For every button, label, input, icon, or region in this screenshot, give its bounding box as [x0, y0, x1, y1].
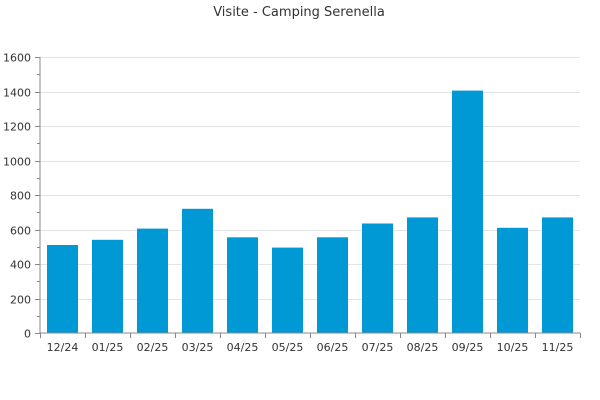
y-tick-label: 1600: [3, 52, 31, 65]
x-tick-label: 11/25: [542, 341, 574, 354]
y-tick-label: 800: [10, 190, 31, 203]
bar-04-25: [227, 237, 258, 333]
y-tick-label: 1200: [3, 121, 31, 134]
x-tick-label: 12/24: [47, 341, 79, 354]
bar-01-25: [92, 239, 123, 333]
x-tick-label: 07/25: [362, 341, 394, 354]
bar-05-25: [272, 247, 303, 333]
x-tick-label: 08/25: [407, 341, 439, 354]
y-tick-label: 1400: [3, 87, 31, 100]
x-tick-labels: 12/24 01/25 02/25 03/25 04/25 05/25 06/25 07/25…: [47, 341, 574, 354]
axes: [35, 57, 581, 338]
bar-09-25: [452, 90, 483, 333]
y-tick-label: 200: [10, 294, 31, 307]
y-tick-label: 1000: [3, 156, 31, 169]
bar-10-25: [497, 227, 528, 333]
bar-06-25: [317, 237, 348, 333]
bar-08-25: [407, 217, 438, 333]
bars: [47, 90, 573, 333]
bar-11-25: [542, 217, 573, 333]
x-tick-label: 01/25: [92, 341, 124, 354]
chart-title: Visite - Camping Serenella: [213, 5, 385, 20]
x-tick-label: 05/25: [272, 341, 304, 354]
bar-07-25: [362, 223, 393, 333]
y-tick-labels: 0 200 400 600 800 1000 1200 1400 1600: [3, 52, 31, 341]
x-tick-label: 10/25: [497, 341, 529, 354]
bar-03-25: [182, 208, 213, 333]
gridlines: [40, 57, 580, 300]
bar-02-25: [137, 228, 168, 333]
y-tick-label: 600: [10, 225, 31, 238]
bar-12-24: [47, 245, 78, 333]
x-tick-label: 02/25: [137, 341, 169, 354]
y-tick-label: 400: [10, 259, 31, 272]
x-tick-label: 06/25: [317, 341, 349, 354]
y-tick-label: 0: [24, 328, 31, 341]
x-tick-label: 04/25: [227, 341, 259, 354]
x-tick-label: 03/25: [182, 341, 214, 354]
x-tick-label: 09/25: [452, 341, 484, 354]
